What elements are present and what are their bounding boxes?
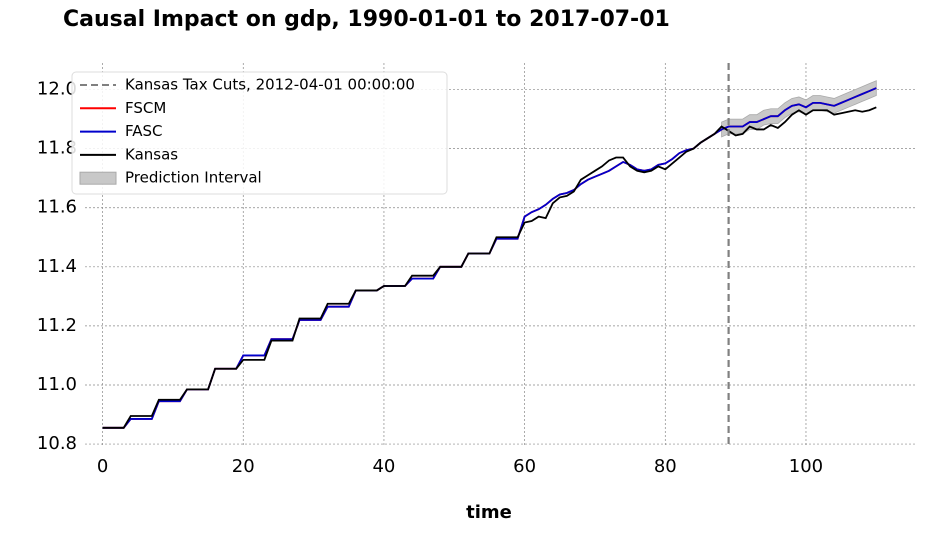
y-tick-label: 11.2 <box>37 315 77 336</box>
y-tick-label: 11.0 <box>37 374 77 395</box>
x-axis-label: time <box>466 502 512 523</box>
legend-label: Prediction Interval <box>125 169 262 187</box>
legend-label: FASC <box>125 122 163 140</box>
y-tick-label: 11.4 <box>37 256 77 277</box>
series-line <box>102 106 877 429</box>
x-tick-label: 0 <box>97 456 108 477</box>
x-tick-label: 100 <box>789 456 823 477</box>
x-tick-label: 40 <box>372 456 395 477</box>
x-tick-label: 20 <box>232 456 255 477</box>
legend-label: FSCM <box>125 99 166 117</box>
legend-swatch <box>79 171 117 185</box>
x-tick-label: 60 <box>513 456 536 477</box>
y-tick-label: 12.0 <box>37 79 77 100</box>
prediction-interval <box>721 80 877 138</box>
y-tick-label: 10.8 <box>37 433 77 454</box>
y-tick-label: 11.6 <box>37 197 77 218</box>
x-tick-label: 80 <box>654 456 677 477</box>
chart-title: Causal Impact on gdp, 1990-01-01 to 2017… <box>63 7 670 32</box>
y-tick-label: 11.8 <box>37 138 77 159</box>
legend-label: Kansas Tax Cuts, 2012-04-01 00:00:00 <box>125 76 415 94</box>
legend-label: Kansas <box>125 145 178 163</box>
legend-box <box>71 71 448 195</box>
